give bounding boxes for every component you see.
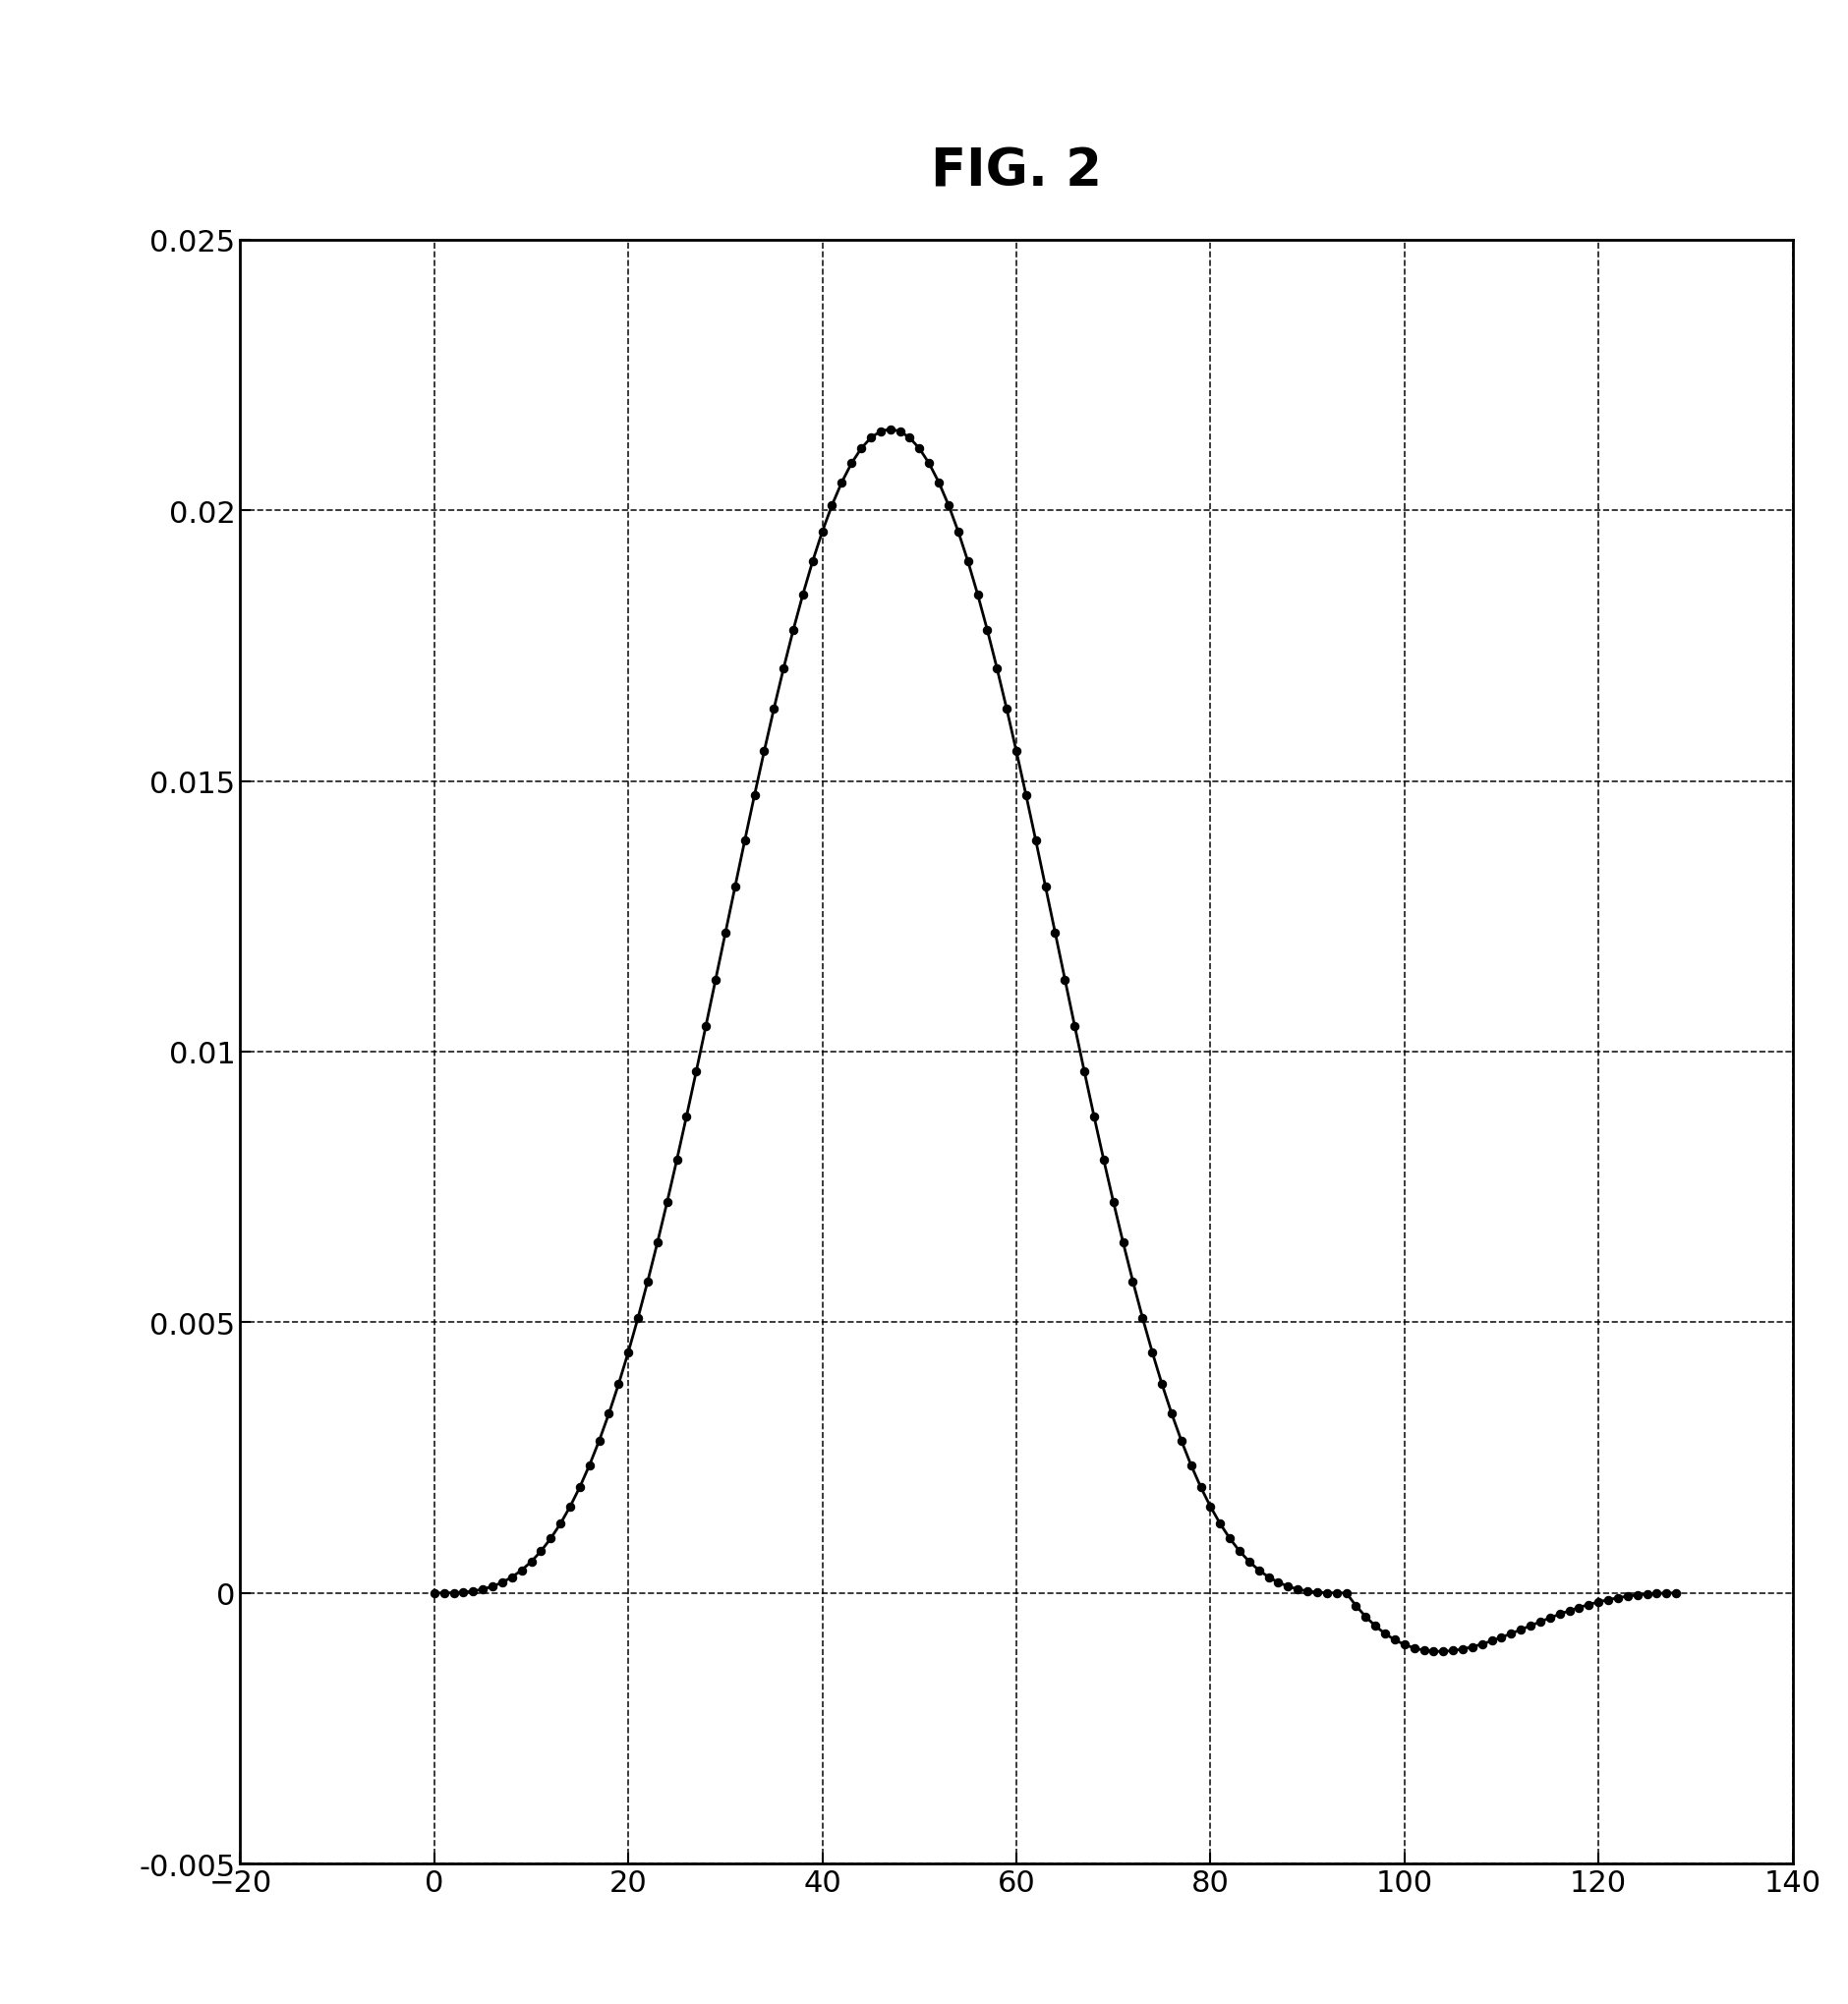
Title: FIG. 2: FIG. 2 bbox=[931, 146, 1101, 196]
